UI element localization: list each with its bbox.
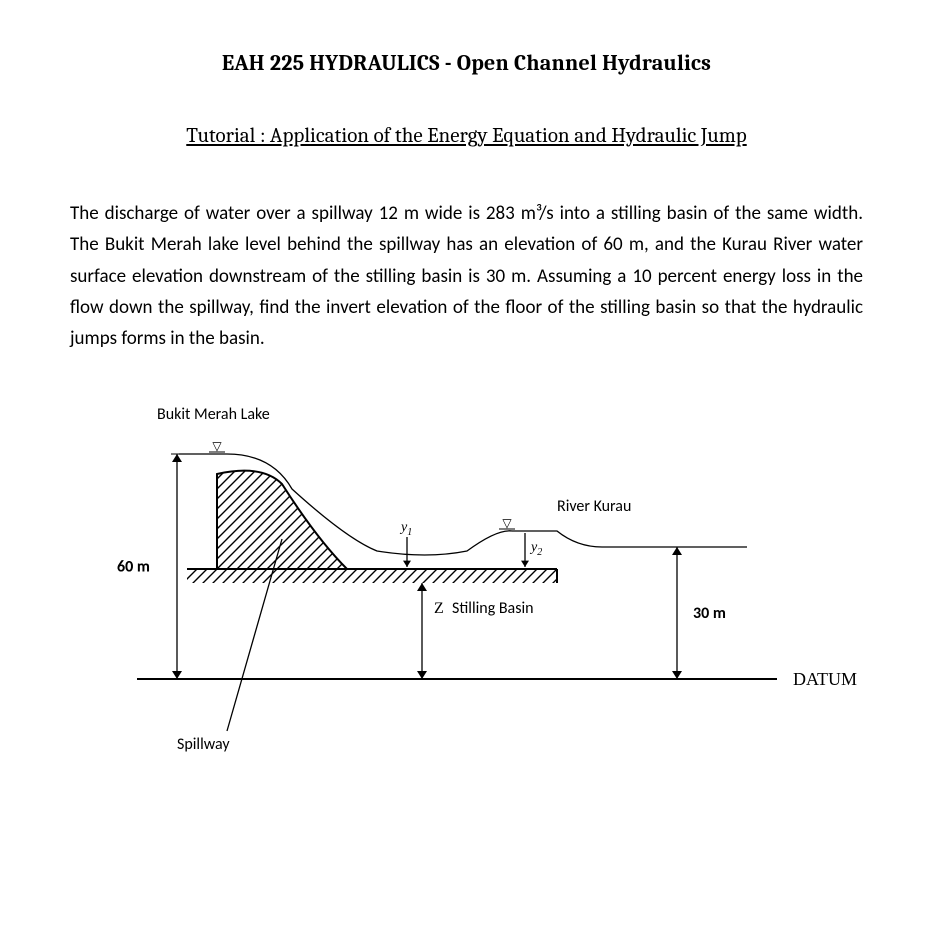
svg-text:30 m: 30 m — [693, 604, 726, 623]
svg-text:Stilling Basin: Stilling Basin — [452, 599, 534, 618]
svg-text:▽: ▽ — [502, 516, 512, 530]
svg-text:Spillway: Spillway — [177, 735, 230, 754]
svg-text:y2: y2 — [529, 540, 542, 558]
spillway-diagram: DATUM▽▽60 m60 m30 mZy1y2Bukit Merah Lake… — [77, 399, 857, 764]
diagram-svg: DATUM▽▽60 m60 m30 mZy1y2Bukit Merah Lake… — [77, 399, 857, 759]
course-title: EAH 225 HYDRAULICS - Open Channel Hydrau… — [70, 50, 863, 76]
svg-text:DATUM: DATUM — [793, 669, 857, 689]
svg-text:60 m: 60 m — [117, 557, 150, 576]
page: EAH 225 HYDRAULICS - Open Channel Hydrau… — [0, 0, 933, 926]
tutorial-subtitle: Tutorial : Application of the Energy Equ… — [70, 124, 863, 148]
svg-text:River Kurau: River Kurau — [557, 497, 631, 516]
svg-text:Z: Z — [434, 600, 444, 617]
svg-text:▽: ▽ — [212, 439, 222, 453]
svg-text:Bukit Merah Lake: Bukit Merah Lake — [157, 405, 270, 424]
problem-statement: The discharge of water over a spillway 1… — [70, 198, 863, 355]
svg-text:y1: y1 — [399, 520, 412, 538]
